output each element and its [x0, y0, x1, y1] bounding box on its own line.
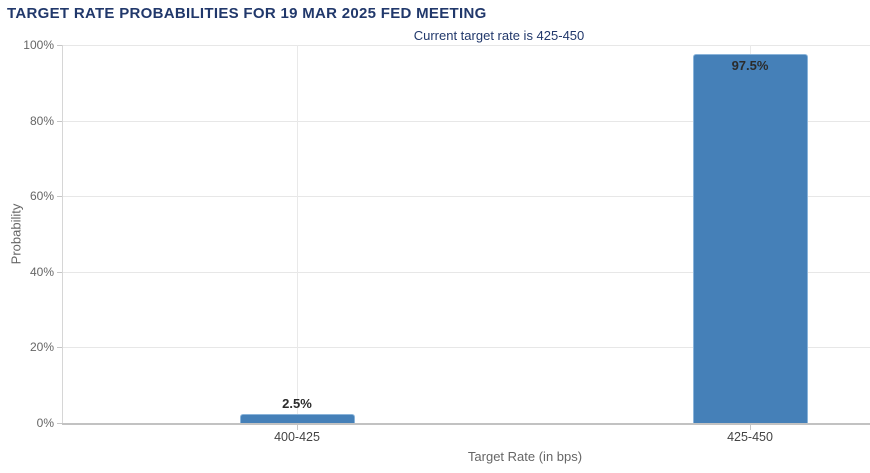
- y-axis-tick: [57, 45, 62, 46]
- y-axis-tick: [57, 196, 62, 198]
- y-gridline: [62, 271, 870, 273]
- y-tick-label: 20%: [29, 340, 54, 355]
- y-gridline: [62, 120, 870, 122]
- y-gridline: [62, 347, 870, 349]
- y-axis-title: Probability: [8, 203, 24, 265]
- y-axis-tick: [57, 120, 62, 122]
- y-tick-label: 60%: [29, 189, 54, 204]
- y-axis-tick: [57, 347, 62, 349]
- y-axis-tick: [57, 271, 62, 273]
- x-tick-label: 400-425: [274, 430, 320, 444]
- y-tick-label: 40%: [29, 264, 54, 279]
- category-gridline: [297, 45, 298, 423]
- x-axis-line: [62, 423, 870, 425]
- y-tick-label: 100%: [23, 38, 54, 52]
- probability-bar[interactable]: [239, 413, 355, 423]
- y-tick-label: 0%: [36, 416, 54, 430]
- chart-subtitle: Current target rate is 425-450: [413, 28, 585, 43]
- x-axis-tick: [750, 425, 751, 430]
- y-gridline: [62, 45, 870, 46]
- x-axis-tick: [297, 425, 298, 430]
- y-gridline: [62, 196, 870, 198]
- bar-value-label: 2.5%: [282, 395, 312, 411]
- bar-value-label: 97.5%: [731, 58, 769, 74]
- chart-title: TARGET RATE PROBABILITIES FOR 19 MAR 202…: [7, 5, 487, 22]
- probability-bar[interactable]: [692, 54, 808, 423]
- y-tick-label: 80%: [29, 113, 54, 128]
- y-axis-tick: [57, 423, 62, 424]
- x-tick-label: 425-450: [727, 430, 773, 444]
- y-axis-line: [62, 45, 63, 423]
- x-axis-title: Target Rate (in bps): [467, 449, 583, 464]
